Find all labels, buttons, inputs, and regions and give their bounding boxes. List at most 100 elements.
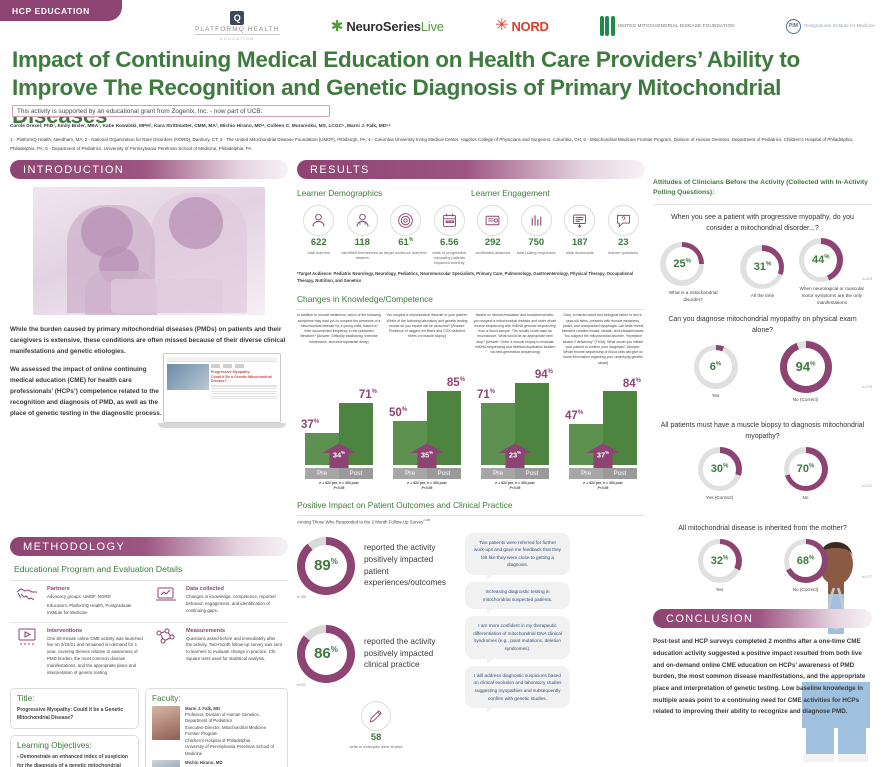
poll-option-label: No [802, 495, 809, 500]
poll-question: When you see a patient with progressive … [671, 213, 854, 232]
grant-statement: This activity is supported by an educati… [12, 105, 330, 117]
poll-n-label: n=177 [861, 575, 872, 580]
pre-value-label: 47% [565, 410, 584, 423]
laptop-headline-2: Could it Be a Genetic Mitochondrial Dise… [211, 374, 272, 384]
quote-bubble: I will address diagnostic suspicions bas… [465, 665, 570, 714]
target-icon [390, 205, 422, 236]
chart-n-note: n = 622 pre, n = 303 post [407, 481, 447, 486]
methodology-cell-interventions: Interventions One 60-minute online CME a… [10, 621, 149, 682]
chart-p-note: P<0.05 [421, 486, 433, 491]
ring-chart: 30% [697, 447, 742, 491]
ring-chart: 68% [783, 538, 828, 583]
poll-n-label: n=171 [861, 483, 872, 488]
poll-rings: 25% What is a mitochondrial disorder? 31… [653, 238, 872, 306]
poll-option: 44% When neurological or muscular motor … [798, 238, 865, 306]
poll-option: 32% Yes [697, 538, 742, 594]
axis-label-post: Post [603, 468, 637, 480]
stat-treaters: 118 identified themselves as treaters [341, 205, 385, 265]
stat-polling-responses: 750 total polling responses [515, 205, 559, 265]
chart-n-note: n = 622 pre, n = 303 post [319, 481, 359, 486]
umdf-text: UNITED MITOCHONDRIAL DISEASE FOUNDATION [617, 22, 735, 28]
stat-label: visits of progressive myopathy patients … [432, 249, 467, 266]
quote-bubble: Two patients were referred for further w… [465, 532, 570, 581]
faculty-member: Marni J. Falk, MD Professor, Division of… [152, 705, 281, 758]
stat-value: 118 [354, 237, 370, 248]
platformq-name: PLATFORMQ HEALTH [195, 26, 280, 33]
ring-chart: 6% [693, 344, 738, 389]
live-text: Live [420, 18, 444, 34]
faculty-heading: Faculty: [152, 693, 181, 703]
umdf-logo: UNITED MITOCHONDRIAL DISEASE FOUNDATION [599, 16, 735, 36]
doctor-icon [346, 205, 378, 236]
methodology-cell-title: Measurements [186, 627, 226, 634]
methodology-grid: Partners Advocacy groups: UMDF, NORD Edu… [10, 580, 288, 681]
poll-option: 68% No (Correct) [783, 538, 828, 594]
stat-value: 622 [310, 237, 327, 248]
title-box: Title: Progressive Myopathy: Could it be… [10, 687, 139, 730]
poll-option: 25% What is a mitochondrial disorder? [660, 241, 726, 304]
objective-item: Demonstrate an enhanced index of suspici… [17, 753, 132, 767]
poll-option-label: No (Correct) [792, 396, 819, 402]
pim-text: Postgraduate Institute for Medicine [803, 23, 875, 29]
methodology-cell-measurements: Measurements Questions asked before and … [149, 621, 288, 682]
pre-value-label: 50% [389, 407, 408, 420]
stat-label: learner questions [608, 249, 639, 255]
writein-stat: 58 write-in examples were shared [341, 700, 411, 750]
learner-engagement-title: Learner Engagement [471, 188, 550, 198]
stat-total-learners: 622 total learners [297, 205, 341, 265]
pim-logo: PIM Postgraduate Institute for Medicine [785, 18, 875, 34]
platformq-mark-icon: Q [230, 11, 245, 25]
title-box-body: Progressive Myopathy: Could it be a Gene… [17, 706, 124, 722]
chart-question: Gary, a married adult and biological fat… [561, 313, 645, 365]
question-icon [607, 205, 639, 236]
axis-label-pre: Pre [305, 468, 339, 480]
axis-label-pre: Pre [393, 468, 427, 480]
stat-value: 750 [528, 237, 545, 248]
pim-mark-icon: PIM [785, 18, 801, 34]
stat-label: identified themselves as treaters [341, 249, 384, 260]
introduction-paragraph-1: While the burden caused by primary mitoc… [10, 326, 286, 356]
attitudes-heading: Attitudes of Clinicians Before the Activ… [653, 179, 868, 197]
poll-question: All patients must have a muscle biopsy t… [660, 422, 865, 441]
chart-question: In addition to muscle weakness, which of… [297, 313, 381, 344]
sponsor-logo-row: Q PLATFORMQ HEALTH EDUCATION ✱ NeuroSeri… [195, 8, 875, 44]
methodology-line: Advocacy groups: UMDF, NORD [47, 594, 111, 600]
results-column: RESULTS Learner Demographics Learner Eng… [297, 160, 645, 749]
faculty-box: Faculty: Marni J. Falk, MD Professor, Di… [145, 687, 288, 767]
poll-option: 30% Yes (Correct) [697, 447, 742, 502]
methodology-cell-title: Partners [47, 586, 70, 593]
handshake-icon [12, 586, 42, 616]
methodology-cell-partners: Partners Advocacy groups: UMDF, NORD Edu… [10, 580, 149, 621]
learner-demographics-title: Learner Demographics [297, 188, 383, 198]
donut-value: 89 [314, 557, 331, 575]
impact-stat-86: 86% reported the activity positively imp… [297, 624, 457, 683]
stat-value: 187 [571, 237, 588, 248]
impact-stat-89: 89% reported the activity positively imp… [297, 536, 457, 595]
impact-n-label: n=37 [297, 682, 306, 687]
section-header-methodology: METHODOLOGY [10, 537, 288, 557]
nord-burst-icon: ✳ [495, 17, 509, 34]
stat-label: total polling responses [516, 249, 556, 255]
poll-rings: 6% Yes 94% No (Correct) n=179 [653, 340, 872, 404]
stat-value: 23 [617, 237, 629, 248]
writein-value: 58 [370, 731, 382, 743]
donut-chart: 89% [297, 536, 355, 595]
knowledge-chart: Gary, a married adult and biological fat… [561, 313, 645, 491]
page-title: Impact of Continuing Medical Education o… [12, 47, 801, 128]
nord-logo: ✳ NORD [495, 17, 549, 34]
laptop-data-icon [151, 586, 181, 616]
nord-text: NORD [511, 18, 549, 34]
faculty-name: Michio Hirano, MD [185, 760, 223, 766]
webinar-video-thumb [167, 364, 209, 390]
chart-question: Based on clinical evaluation and biochem… [473, 313, 557, 355]
conclusion-body: Post-test and HCP surveys completed 2 mo… [653, 638, 866, 716]
poll-option-label: When neurological or muscular motor symp… [799, 286, 865, 305]
video-play-icon [12, 628, 42, 677]
poll-option: 94% No (Correct) [779, 340, 832, 404]
poll-option: 31% All the time [740, 245, 785, 300]
positive-impact-title: Positive Impact on Patient Outcomes and … [297, 499, 513, 510]
poll-rings: 30% Yes (Correct) 70% No n=171 [653, 447, 872, 502]
certificate-icon [477, 205, 509, 236]
poll-question: All mitochondrial disease is inherited f… [678, 524, 847, 532]
stat-label: slide downloads [565, 249, 594, 255]
